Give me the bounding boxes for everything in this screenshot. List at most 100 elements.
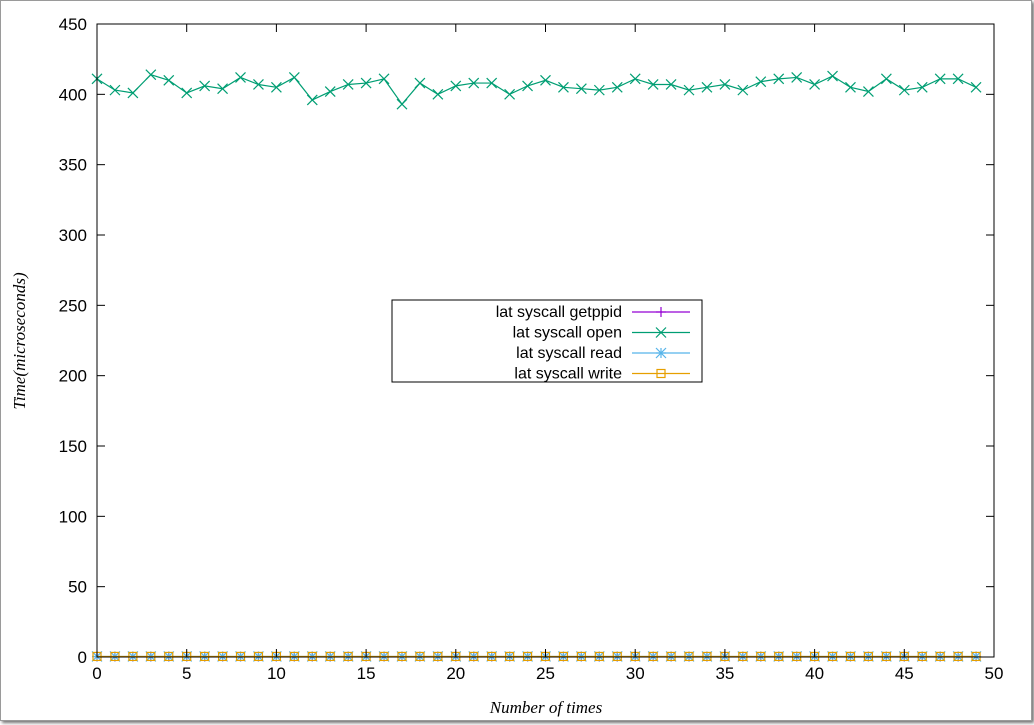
legend-swatch-marker: [656, 368, 666, 379]
data-point: [935, 651, 945, 662]
data-point: [450, 80, 462, 92]
y-tick-label: 150: [59, 437, 87, 456]
data-point: [576, 651, 586, 662]
data-point: [898, 84, 910, 96]
data-point: [164, 651, 174, 662]
data-point: [307, 651, 317, 662]
data-point: [360, 77, 372, 89]
x-tick-label: 45: [895, 664, 914, 683]
data-point: [755, 76, 767, 88]
data-point: [163, 74, 175, 86]
x-tick-label: 30: [626, 664, 645, 683]
data-point: [863, 651, 874, 662]
data-point: [200, 651, 210, 662]
data-point: [880, 73, 892, 85]
data-point: [971, 651, 981, 662]
data-point: [217, 651, 228, 662]
y-tick-label: 450: [59, 15, 87, 34]
data-point: [253, 79, 264, 90]
data-point: [648, 651, 658, 662]
data-point: [629, 73, 641, 85]
data-point: [845, 81, 856, 93]
data-point: [397, 651, 407, 662]
data-point: [970, 81, 982, 93]
data-point: [378, 73, 390, 85]
ticks-layer: 0 50 100 150 200 250 300 350 400 450 0 5 10 15 20 25 30 3…: [59, 15, 1004, 683]
data-point: [917, 651, 927, 662]
y-axis-title: Time(microseconds): [10, 272, 29, 410]
data-point: [845, 651, 856, 662]
data-point: [701, 81, 713, 93]
data-point: [127, 87, 139, 99]
data-point: [575, 83, 587, 95]
data-point: [199, 80, 211, 92]
legend-swatch-marker: [655, 327, 667, 338]
data-point: [379, 651, 389, 662]
data-point: [791, 72, 803, 83]
data-point: [719, 79, 731, 90]
data-point: [306, 94, 318, 106]
series-line-1: [96, 73, 977, 106]
x-tick-label: 20: [446, 664, 465, 683]
data-point: [684, 651, 694, 662]
data-point: [611, 81, 623, 93]
data-point: [756, 651, 766, 662]
legend-label: lat syscall write: [514, 366, 622, 383]
data-point: [396, 98, 408, 110]
data-point: [774, 651, 784, 662]
y-tick-label: 250: [59, 296, 87, 315]
x-tick-label: 35: [715, 664, 734, 683]
data-point: [270, 81, 282, 93]
data-point: [128, 651, 138, 662]
data-point: [235, 651, 246, 662]
y-tick-label: 0: [78, 648, 87, 667]
data-point: [792, 651, 802, 662]
y-tick-label: 400: [59, 85, 87, 104]
data-point: [558, 651, 569, 662]
data-point: [288, 72, 300, 83]
data-point: [343, 651, 353, 662]
y-tick-label: 100: [59, 507, 87, 526]
y-tick-label: 300: [59, 226, 87, 245]
data-point: [504, 88, 516, 100]
data-point: [505, 651, 515, 662]
x-tick-label: 25: [536, 664, 555, 683]
data-point: [181, 87, 193, 99]
legend-swatch-marker: [656, 307, 666, 317]
data-point: [683, 84, 695, 96]
data-point: [881, 651, 891, 662]
data-point: [217, 83, 229, 95]
x-tick-label: 0: [92, 664, 101, 683]
data-point: [809, 79, 821, 90]
x-tick-label: 10: [267, 664, 286, 683]
data-point: [953, 651, 963, 662]
data-point: [827, 651, 838, 662]
x-tick-label: 50: [985, 664, 1004, 683]
data-point: [110, 651, 120, 662]
data-point: [952, 73, 964, 85]
y-tick-label: 50: [68, 578, 87, 597]
data-point: [647, 79, 659, 90]
data-point: [522, 80, 533, 92]
y-tick-label: 350: [59, 156, 87, 175]
data-point: [612, 651, 622, 662]
legend-label: lat syscall read: [516, 345, 622, 362]
data-point: [468, 77, 480, 89]
data-point: [773, 73, 785, 85]
plot-layer: [91, 69, 982, 662]
data-point: [289, 651, 299, 662]
legend-label: lat syscall open: [513, 325, 622, 342]
data-point: [594, 651, 604, 662]
data-point: [934, 73, 946, 85]
data-point: [593, 84, 605, 96]
y-tick-label: 200: [59, 367, 87, 386]
legend-label: lat syscall getppid: [496, 304, 622, 321]
data-point: [827, 70, 838, 82]
legend: lat syscall getppid lat syscall open lat s…: [391, 299, 703, 383]
data-point: [738, 651, 748, 662]
data-point: [433, 651, 443, 662]
data-point: [432, 88, 444, 100]
legend-box: [391, 299, 703, 383]
